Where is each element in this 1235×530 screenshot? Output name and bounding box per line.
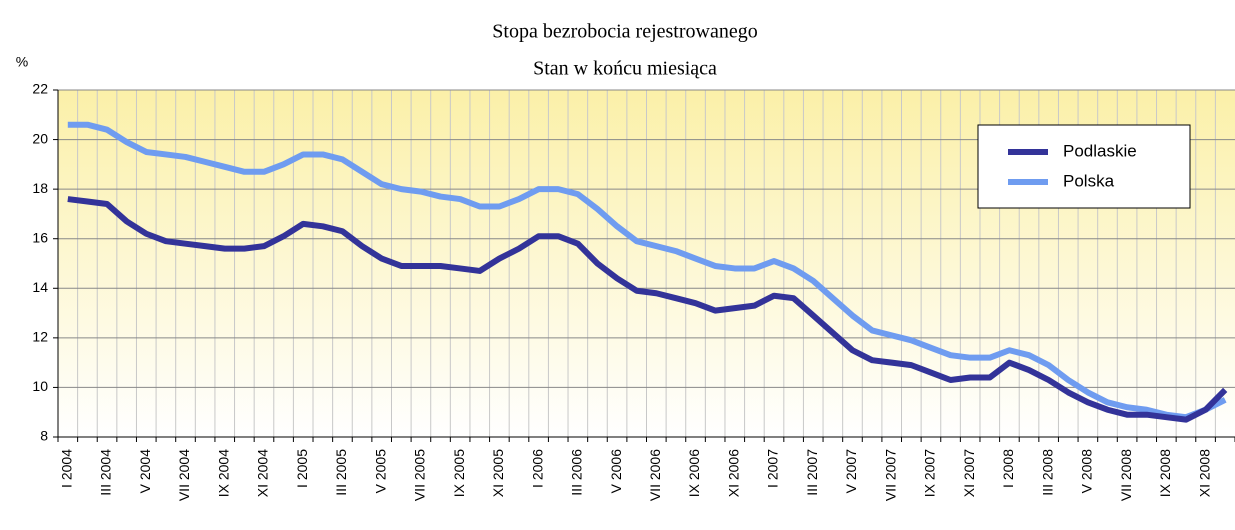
x-tick-label: IX 2005: [451, 449, 467, 497]
y-tick-label: 20: [32, 130, 48, 146]
chart-title: Stopa bezrobocia rejestrowanego: [492, 21, 757, 43]
x-tick-label: IX 2006: [686, 449, 702, 497]
chart-subtitle: Stan w końcu miesiąca: [533, 58, 717, 80]
x-tick-label: V 2008: [1079, 449, 1095, 494]
x-tick-label: VII 2005: [412, 449, 428, 501]
x-tick-label: V 2005: [372, 449, 388, 494]
y-axis-label: %: [16, 54, 28, 70]
x-tick-label: I 2008: [1000, 449, 1016, 488]
x-tick-label: XI 2008: [1196, 449, 1212, 497]
x-tick-label: III 2004: [98, 449, 114, 496]
line-series: [67, 121, 1227, 421]
x-tick-label: XI 2004: [255, 449, 271, 497]
x-tick-label: V 2004: [137, 449, 153, 494]
legend-box: [977, 124, 1191, 209]
x-tick-label: I 2004: [59, 449, 75, 488]
x-tick-label: VII 2006: [647, 449, 663, 501]
x-tick-label: VII 2008: [1118, 449, 1134, 501]
x-tick-label: VII 2004: [176, 449, 192, 501]
y-tick-label: 18: [32, 180, 48, 196]
x-tick-label: XI 2007: [961, 449, 977, 497]
x-tick-label: XI 2006: [725, 449, 741, 497]
y-tick-label: 8: [40, 428, 48, 444]
x-tick-label: I 2006: [529, 449, 545, 488]
y-tick-label: 14: [32, 279, 48, 295]
y-tick-label: 16: [32, 229, 48, 245]
x-tick-label: V 2006: [608, 449, 624, 494]
x-tick-label: VII 2007: [882, 449, 898, 501]
y-tick-label: 12: [32, 329, 48, 345]
x-tick-label: XI 2005: [490, 449, 506, 497]
x-tick-label: III 2007: [804, 449, 820, 496]
x-tick-label: I 2005: [294, 449, 310, 488]
x-tick-label: III 2005: [333, 449, 349, 496]
x-tick-label: III 2008: [1039, 449, 1055, 496]
y-tick-label: 22: [32, 81, 48, 97]
x-tick-label: V 2007: [843, 449, 859, 494]
y-tick-label: 10: [32, 378, 48, 394]
x-tick-label: IX 2008: [1157, 449, 1173, 497]
x-tick-label: I 2007: [765, 449, 781, 488]
legend-label: Podlaskie: [1063, 141, 1137, 160]
legend-label: Polska: [1063, 171, 1115, 190]
x-tick-label: IX 2004: [215, 449, 231, 497]
x-tick-label: III 2006: [569, 449, 585, 496]
line-series: [67, 196, 1228, 423]
x-tick-label: IX 2007: [922, 449, 938, 497]
